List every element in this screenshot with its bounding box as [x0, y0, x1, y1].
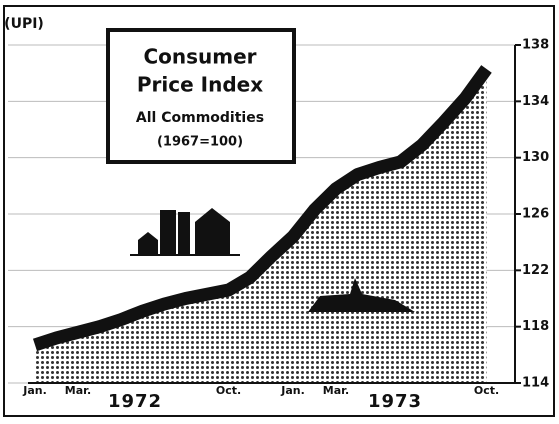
year-label: 1972: [108, 391, 162, 412]
x-tick-label: Mar.: [323, 384, 349, 397]
chart-title: Price Index: [137, 73, 263, 97]
chart: (UPI) Consumer Price Index All Commoditi…: [0, 0, 559, 424]
barn-illustration: [130, 208, 240, 255]
x-tick-label: Jan.: [280, 384, 305, 397]
x-tick-label: Mar.: [65, 384, 91, 397]
y-tick-label: 130: [522, 150, 549, 165]
y-tick-label: 134: [522, 94, 549, 109]
chart-title: Consumer: [143, 45, 256, 69]
chart-subtitle: All Commodities: [136, 110, 264, 126]
year-label: 1973: [368, 391, 422, 412]
x-tick-label: Jan.: [22, 384, 47, 397]
y-tick-label: 118: [522, 319, 549, 334]
title-box: Consumer Price Index All Commodities (19…: [108, 30, 294, 162]
y-tick-label: 114: [522, 376, 549, 391]
y-tick-label: 126: [522, 207, 549, 222]
y-tick-label: 122: [522, 263, 549, 278]
chart-note: (1967=100): [157, 135, 243, 150]
x-tick-label: Oct.: [474, 384, 499, 397]
x-tick-label: Oct.: [216, 384, 241, 397]
logo: (UPI): [4, 16, 44, 32]
y-tick-label: 138: [522, 38, 549, 53]
